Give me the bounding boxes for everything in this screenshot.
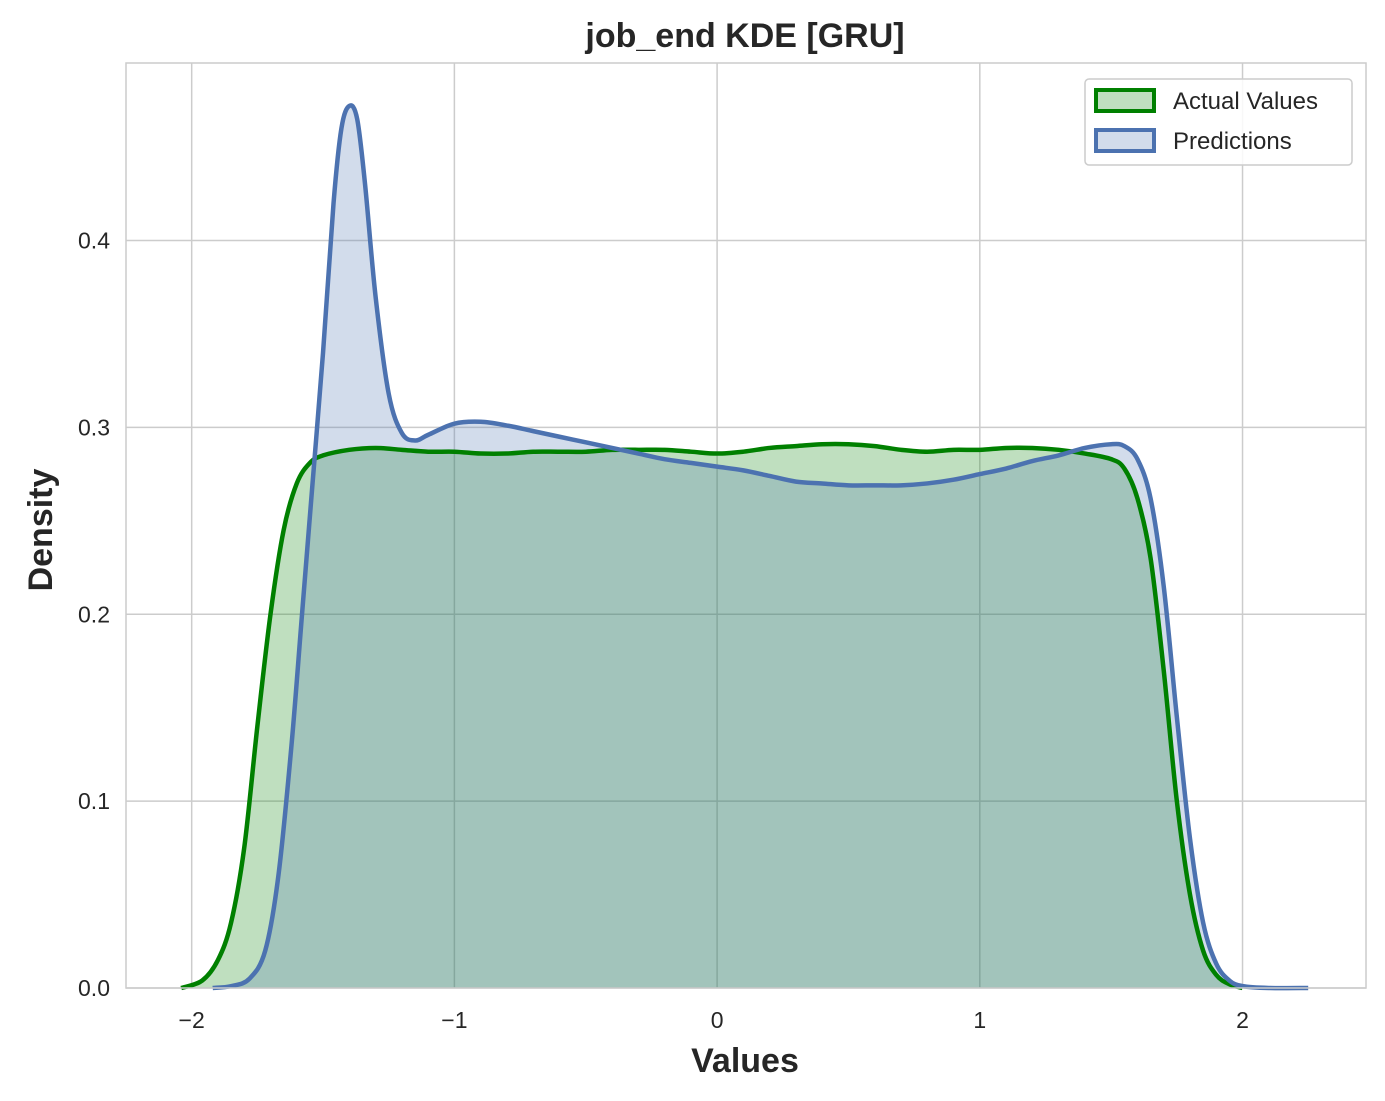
- x-tick-label: 1: [973, 1007, 986, 1033]
- series-lines: [180, 103, 1309, 991]
- legend-swatch-predictions: [1094, 128, 1156, 153]
- plot-frame: [125, 62, 1367, 989]
- x-tick-label: −2: [179, 1007, 205, 1033]
- y-tick-labels: 0.0 0.1 0.2 0.3 0.4: [78, 228, 110, 1001]
- area-fill-predictions: [212, 105, 1309, 989]
- x-tick-label: −1: [441, 1007, 467, 1033]
- area-fill-actual-values: [181, 443, 1243, 988]
- x-tick-label: 2: [1236, 1007, 1249, 1033]
- series-line-actual-values: [180, 441, 1244, 991]
- legend-label-predictions: Predictions: [1173, 128, 1292, 155]
- legend-frame: [1084, 78, 1353, 166]
- legend: Actual Values Predictions: [1084, 78, 1353, 166]
- y-tick-label: 0.4: [78, 228, 110, 254]
- legend-swatch-actual-values: [1094, 88, 1156, 113]
- y-axis-label: Density: [22, 469, 60, 592]
- y-tick-label: 0.0: [78, 975, 110, 1001]
- series-line-predictions: [212, 103, 1309, 991]
- x-tick-label: 0: [711, 1007, 724, 1033]
- x-tick-labels: −2 −1 0 1 2: [179, 1007, 1249, 1033]
- legend-label-actual-values: Actual Values: [1173, 88, 1318, 115]
- x-axis-label: Values: [691, 1042, 799, 1080]
- y-tick-label: 0.1: [78, 788, 110, 814]
- y-tick-label: 0.3: [78, 414, 110, 440]
- chart-title: job_end KDE [GRU]: [584, 17, 904, 55]
- y-tick-label: 0.2: [78, 601, 110, 627]
- series-fills: [181, 105, 1309, 989]
